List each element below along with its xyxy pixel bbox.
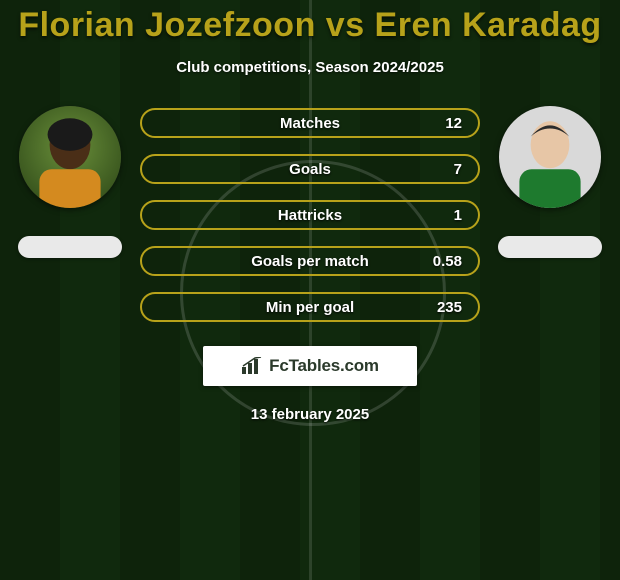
stat-label: Goals bbox=[158, 161, 462, 178]
infographic-root: Florian Jozefzoon vs Eren Karadag Club c… bbox=[0, 0, 620, 580]
logo-text: FcTables.com bbox=[269, 356, 379, 376]
page-subtitle: Club competitions, Season 2024/2025 bbox=[176, 59, 444, 76]
stat-value: 235 bbox=[437, 299, 462, 316]
player-left-avatar bbox=[19, 106, 121, 208]
stat-row-matches: Matches 12 bbox=[140, 108, 480, 138]
stat-label: Goals per match bbox=[158, 253, 462, 270]
stat-value: 7 bbox=[454, 161, 462, 178]
player-left-avatar-svg bbox=[19, 106, 121, 208]
player-right-country-pill bbox=[498, 236, 602, 258]
bars-icon bbox=[241, 357, 263, 375]
stat-value: 12 bbox=[445, 115, 462, 132]
player-right-avatar-svg bbox=[499, 106, 601, 208]
stat-value: 1 bbox=[454, 207, 462, 224]
stat-value: 0.58 bbox=[433, 253, 462, 270]
fctables-logo: FcTables.com bbox=[203, 346, 417, 386]
stat-row-min-per-goal: Min per goal 235 bbox=[140, 292, 480, 322]
player-right-avatar bbox=[499, 106, 601, 208]
main-row: Matches 12 Goals 7 Hattricks 1 Goals per… bbox=[0, 106, 620, 322]
stat-row-goals-per-match: Goals per match 0.58 bbox=[140, 246, 480, 276]
stat-row-hattricks: Hattricks 1 bbox=[140, 200, 480, 230]
stat-label: Matches bbox=[158, 115, 462, 132]
page-title: Florian Jozefzoon vs Eren Karadag bbox=[18, 6, 601, 45]
date-text: 13 february 2025 bbox=[251, 406, 369, 423]
stat-label: Min per goal bbox=[158, 299, 462, 316]
stat-label: Hattricks bbox=[158, 207, 462, 224]
player-left-country-pill bbox=[18, 236, 122, 258]
player-right-column bbox=[490, 106, 610, 258]
stat-row-goals: Goals 7 bbox=[140, 154, 480, 184]
stats-table: Matches 12 Goals 7 Hattricks 1 Goals per… bbox=[140, 106, 480, 322]
player-left-column bbox=[10, 106, 130, 258]
